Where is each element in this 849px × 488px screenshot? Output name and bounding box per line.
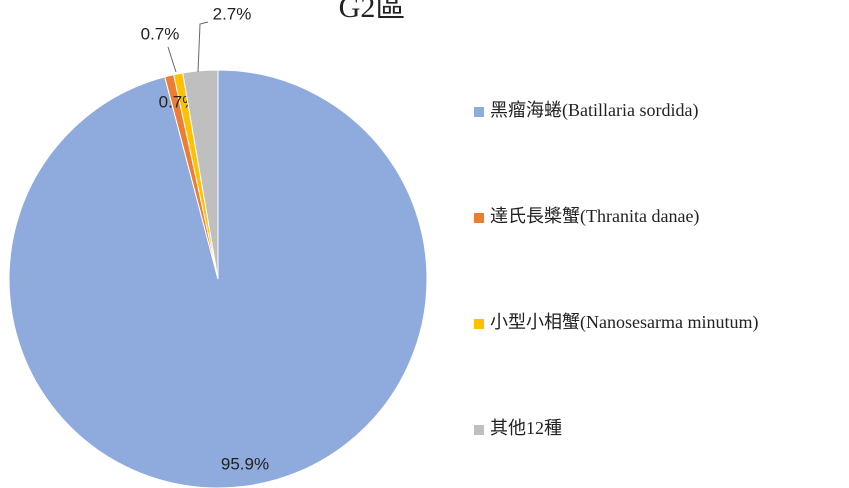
legend-label: 黑瘤海蜷(Batillaria sordida)	[490, 100, 698, 121]
legend-swatch	[474, 107, 484, 117]
legend-swatch	[474, 425, 484, 435]
legend-label: 小型小相蟹(Nanosesarma minutum)	[490, 312, 758, 333]
data-label: 0.7%	[141, 24, 180, 43]
legend-swatch	[474, 319, 484, 329]
data-label: 2.7%	[213, 4, 252, 23]
legend-swatch	[474, 213, 484, 223]
legend-label: 達氏長槳蟹(Thranita danae)	[490, 206, 699, 227]
pie-slice	[182, 69, 219, 280]
chart-title: G2區	[339, 0, 406, 24]
data-label: 95.9%	[221, 454, 269, 473]
leader-line	[197, 21, 209, 73]
legend-label: 其他12種	[490, 418, 562, 438]
leader-line	[167, 46, 177, 73]
